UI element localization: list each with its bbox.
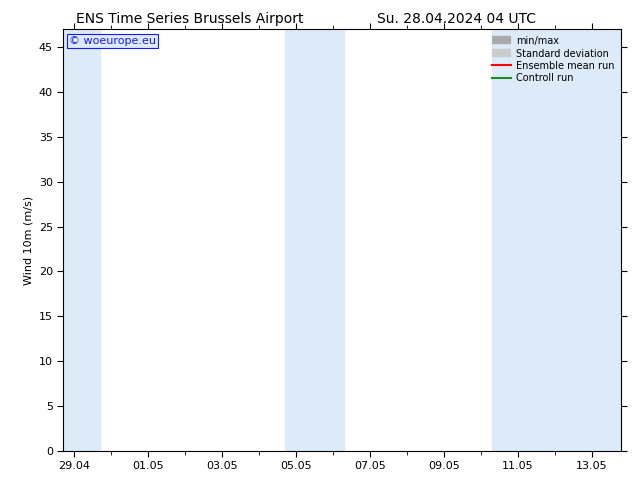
Bar: [492, 29, 621, 451]
Bar: [63, 29, 100, 451]
Text: © woeurope.eu: © woeurope.eu: [69, 36, 156, 46]
Legend: min/max, Standard deviation, Ensemble mean run, Controll run: min/max, Standard deviation, Ensemble me…: [489, 34, 616, 85]
Bar: [285, 29, 344, 451]
Text: ENS Time Series Brussels Airport: ENS Time Series Brussels Airport: [77, 12, 304, 26]
Text: Su. 28.04.2024 04 UTC: Su. 28.04.2024 04 UTC: [377, 12, 536, 26]
Y-axis label: Wind 10m (m/s): Wind 10m (m/s): [23, 196, 34, 285]
